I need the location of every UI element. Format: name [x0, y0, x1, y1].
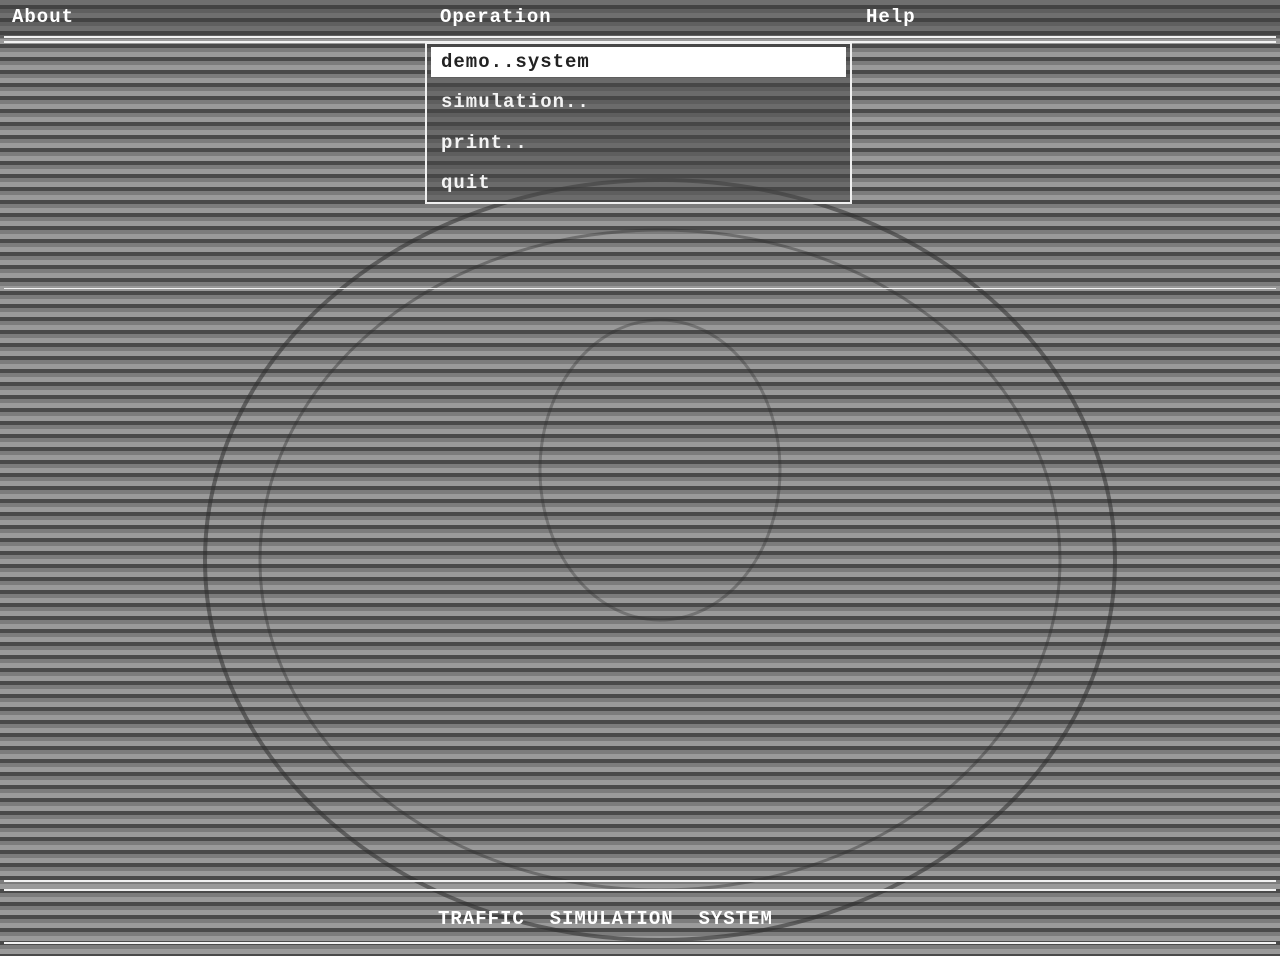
separator: [4, 36, 1276, 38]
dropdown-item[interactable]: simulation..: [431, 87, 846, 117]
separator: [4, 880, 1276, 882]
separator: [4, 288, 1276, 289]
footer-title: TRAFFIC SIMULATION SYSTEM: [438, 908, 773, 930]
screen: About Operation Help demo..system simula…: [0, 0, 1280, 956]
emblem-shape: [540, 320, 780, 620]
dropdown-menu: demo..system simulation.. print.. quit: [425, 42, 852, 204]
outer-ring: [205, 180, 1115, 940]
separator: [4, 889, 1276, 891]
dropdown-item[interactable]: print..: [431, 128, 846, 158]
inner-ring: [260, 230, 1060, 890]
menu-item[interactable]: About: [12, 6, 74, 28]
menu-item[interactable]: Help: [866, 6, 916, 28]
menu-bar: About Operation Help: [0, 0, 1280, 38]
menu-item[interactable]: Operation: [440, 6, 552, 28]
separator: [4, 942, 1276, 944]
dropdown-item[interactable]: demo..system: [431, 47, 846, 77]
dropdown-item[interactable]: quit: [431, 168, 846, 198]
